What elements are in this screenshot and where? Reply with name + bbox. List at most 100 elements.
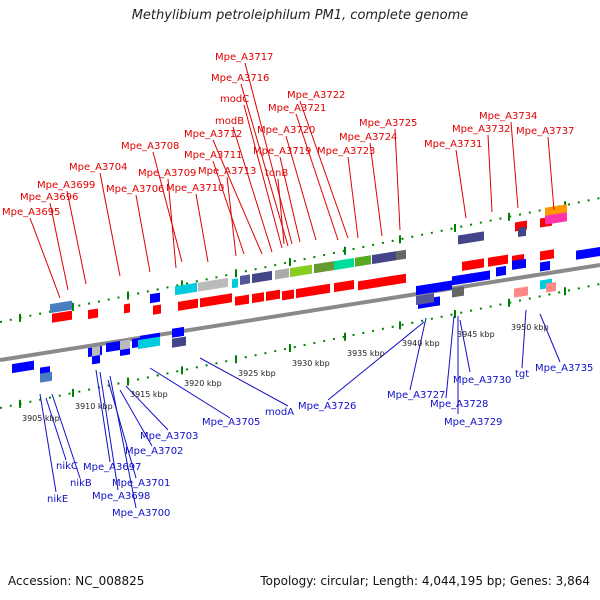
gene-block[interactable] [240,274,250,285]
gene-reverse[interactable] [12,360,34,374]
gene-block[interactable] [314,261,334,274]
gene-block[interactable] [334,257,354,271]
label-mpe-a3711[interactable]: Mpe_A3711 [184,150,242,161]
gene-forward[interactable] [376,273,406,288]
gene-forward[interactable] [235,294,249,306]
label-mpe-a3705[interactable]: Mpe_A3705 [202,417,260,428]
gene-reverse[interactable] [470,270,490,283]
gene-block[interactable] [120,339,130,350]
label-mpe-a3695[interactable]: Mpe_A3695 [2,207,60,218]
gene-forward[interactable] [296,286,310,299]
label-nikb[interactable]: nikB [70,478,92,489]
label-mpe-a3721[interactable]: Mpe_A3721 [268,103,326,114]
gene-reverse[interactable] [576,247,600,260]
label-mpe-a3700[interactable]: Mpe_A3700 [112,508,170,519]
gene-block[interactable] [396,249,406,261]
label-mpe-a3716[interactable]: Mpe_A3716 [211,73,269,84]
label-mpe-a3727[interactable]: Mpe_A3727 [387,390,445,401]
gene-block[interactable] [150,292,160,304]
label-mpe-a3722[interactable]: Mpe_A3722 [287,90,345,101]
label-nikc[interactable]: nikC [56,461,78,472]
label-mpe-a3717[interactable]: Mpe_A3717 [215,52,273,63]
label-mpe-a3698[interactable]: Mpe_A3698 [92,491,150,502]
label-mpe-a3712[interactable]: Mpe_A3712 [184,129,242,140]
gene-forward[interactable] [358,278,376,291]
label-tonb[interactable]: tonB [265,168,288,179]
label-mpe-a3708[interactable]: Mpe_A3708 [121,141,179,152]
label-mpe-a3737[interactable]: Mpe_A3737 [516,126,574,137]
gene-forward[interactable] [540,249,554,261]
label-mpe-a3724[interactable]: Mpe_A3724 [339,132,397,143]
gene-reverse[interactable] [436,280,452,292]
gene-reverse[interactable] [434,296,440,307]
label-mpe-a3735[interactable]: Mpe_A3735 [535,363,593,374]
label-modc[interactable]: modC [220,94,249,105]
gene-block[interactable] [252,270,272,284]
gene-reverse[interactable] [416,282,436,296]
label-mpe-a3699[interactable]: Mpe_A3699 [37,180,95,191]
label-mpe-a3734[interactable]: Mpe_A3734 [479,111,537,122]
gene-block[interactable] [546,281,556,293]
gene-forward[interactable] [200,293,232,308]
gene-block[interactable] [290,264,312,278]
gene-forward[interactable] [334,279,354,293]
gene-forward[interactable] [310,283,330,296]
gene-forward[interactable] [252,292,264,304]
gene-reverse[interactable] [172,326,184,338]
gene-block[interactable] [40,371,52,383]
gene-reverse[interactable] [92,354,100,365]
label-mpe-a3696[interactable]: Mpe_A3696 [20,192,78,203]
label-mpe-a3710[interactable]: Mpe_A3710 [166,183,224,194]
label-nike[interactable]: nikE [47,494,68,505]
gene-block[interactable] [50,300,72,314]
label-mpe-a3732[interactable]: Mpe_A3732 [452,124,510,135]
label-mpe-a3704[interactable]: Mpe_A3704 [69,162,127,173]
gene-block[interactable] [172,336,186,348]
label-mpe-a3730[interactable]: Mpe_A3730 [453,375,511,386]
gene-block[interactable] [518,226,526,237]
label-mpe-a3706[interactable]: Mpe_A3706 [106,184,164,195]
gene-reverse[interactable] [452,273,472,286]
label-mpe-a3728[interactable]: Mpe_A3728 [430,399,488,410]
label-mpe-a3709[interactable]: Mpe_A3709 [138,168,196,179]
gene-forward[interactable] [282,289,294,301]
gene-forward[interactable] [153,304,161,315]
gene-block[interactable] [416,293,434,306]
gene-block[interactable] [514,286,528,298]
gene-reverse[interactable] [512,258,526,270]
label-mpe-a3731[interactable]: Mpe_A3731 [424,139,482,150]
gene-forward[interactable] [124,303,130,314]
gene-forward[interactable] [266,289,280,301]
gene-block[interactable] [372,251,396,265]
label-mpe-a3713[interactable]: Mpe_A3713 [198,166,256,177]
gene-reverse[interactable] [540,260,550,272]
gene-block[interactable] [198,277,228,292]
gene-block[interactable] [175,282,197,296]
gene-forward[interactable] [462,258,484,271]
label-mpe-a3723[interactable]: Mpe_A3723 [317,146,375,157]
gene-block[interactable] [458,231,484,245]
label-mpe-a3701[interactable]: Mpe_A3701 [112,478,170,489]
gene-block[interactable] [138,336,160,350]
gene-block[interactable] [232,278,238,289]
gene-forward[interactable] [88,308,98,320]
gene-forward[interactable] [488,254,508,267]
label-mpe-a3729[interactable]: Mpe_A3729 [444,417,502,428]
label-modb[interactable]: modB [215,116,244,127]
label-moda[interactable]: modA [265,407,294,418]
label-mpe-a3719[interactable]: Mpe_A3719 [253,146,311,157]
gene-forward[interactable] [178,298,198,311]
label-mpe-a3720[interactable]: Mpe_A3720 [257,125,315,136]
label-mpe-a3702[interactable]: Mpe_A3702 [125,446,183,457]
label-tgt[interactable]: tgt [515,369,529,380]
gene-block[interactable] [452,286,464,298]
gene-block[interactable] [355,255,371,267]
gene-forward[interactable] [52,310,72,323]
label-mpe-a3703[interactable]: Mpe_A3703 [140,431,198,442]
gene-reverse[interactable] [496,265,506,277]
gene-block[interactable] [92,346,100,357]
label-mpe-a3725[interactable]: Mpe_A3725 [359,118,417,129]
gene-block[interactable] [275,268,289,280]
label-mpe-a3726[interactable]: Mpe_A3726 [298,401,356,412]
label-mpe-a3697[interactable]: Mpe_A3697 [83,462,141,473]
